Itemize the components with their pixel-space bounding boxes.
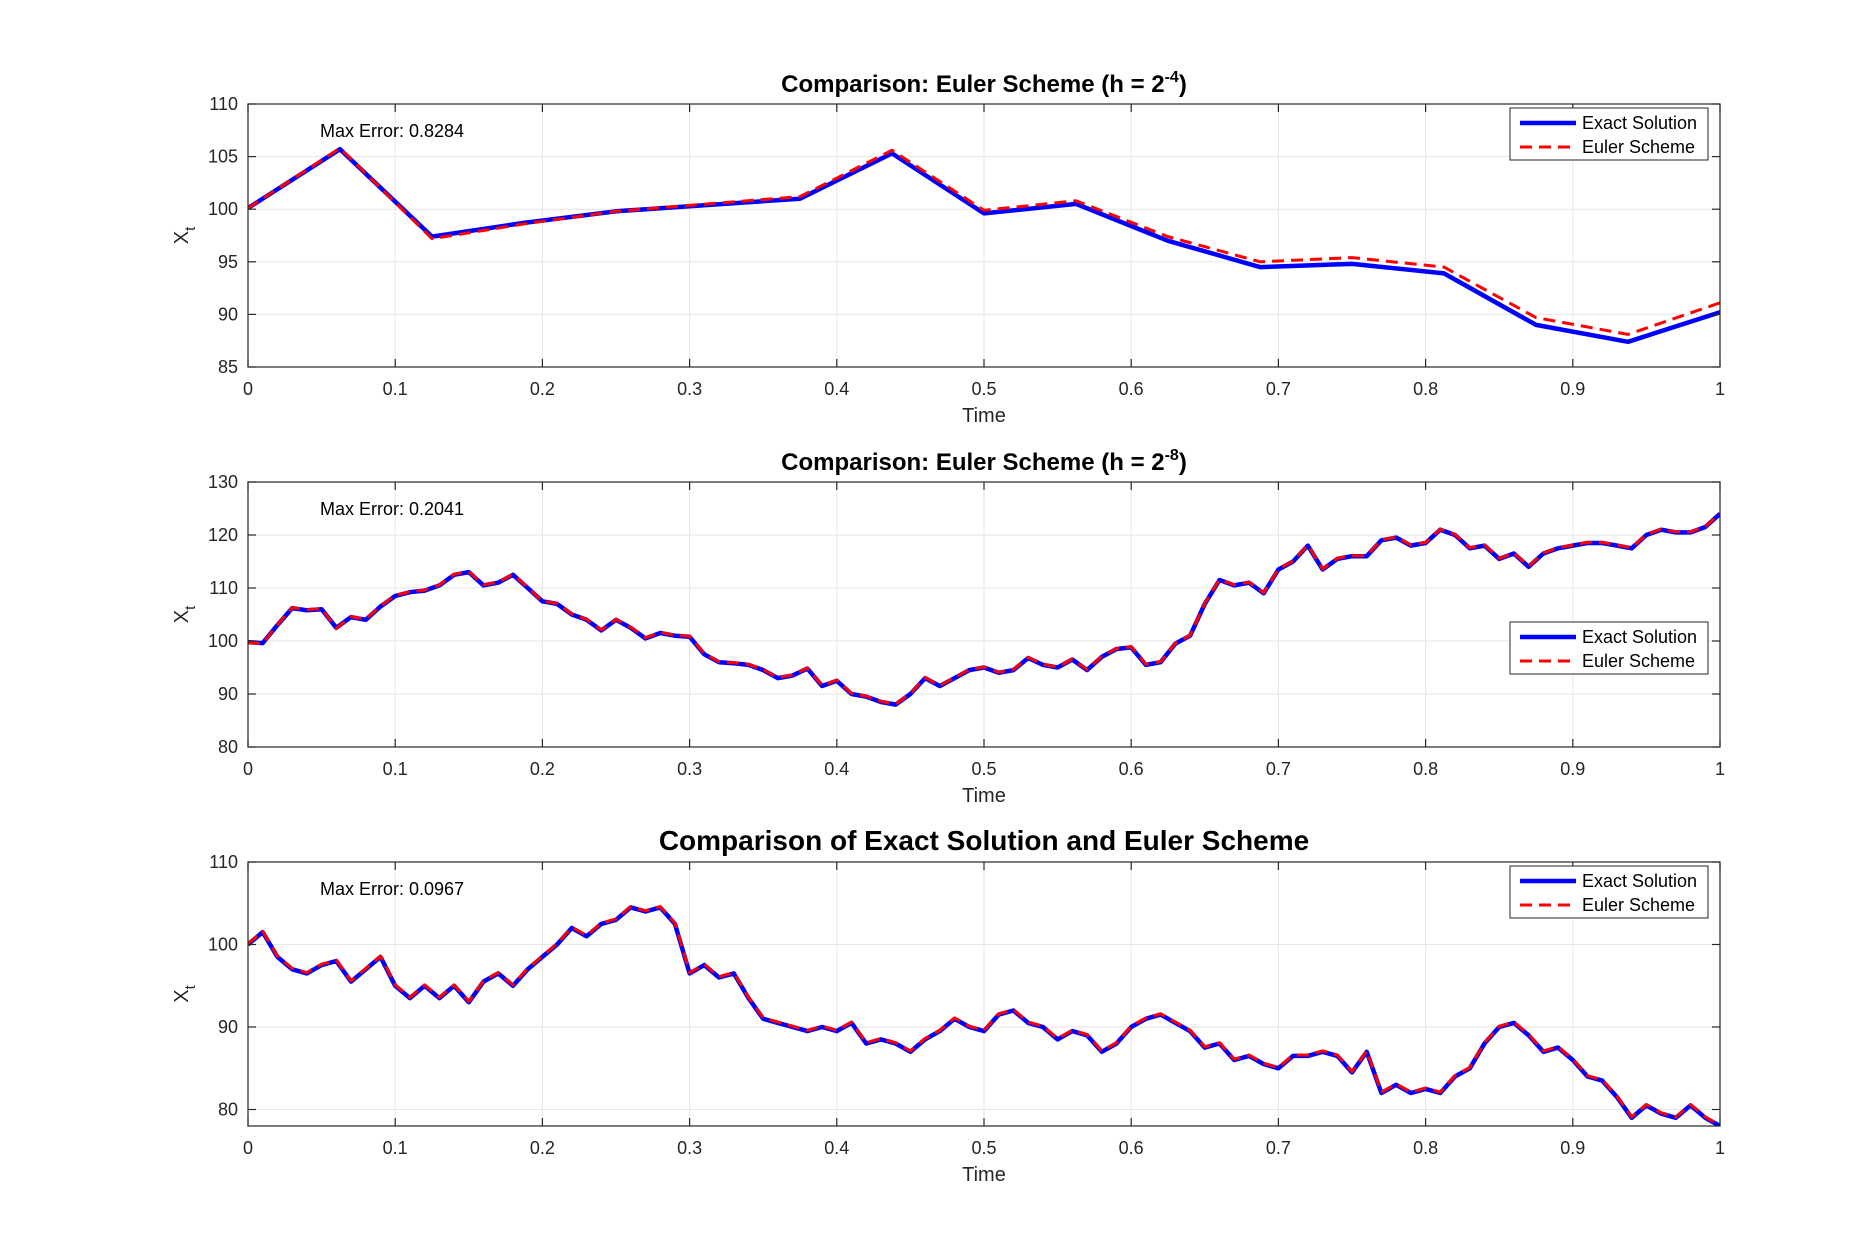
x-tick-label: 0.7	[1266, 1138, 1291, 1158]
y-tick-label: 105	[208, 147, 238, 167]
y-tick-label: 100	[208, 631, 238, 651]
y-tick-label: 90	[218, 684, 238, 704]
y-axis-label: Xt	[171, 605, 199, 623]
x-tick-label: 0.8	[1413, 1138, 1438, 1158]
legend-label: Euler Scheme	[1582, 895, 1695, 915]
x-tick-label: 0.7	[1266, 379, 1291, 399]
y-tick-label: 100	[208, 199, 238, 219]
y-tick-label: 110	[209, 578, 238, 598]
chart-title-main: Comparison: Euler Scheme (h = 2	[781, 71, 1164, 98]
legend-box	[1509, 107, 1709, 161]
chart-panel-2: 0 0.1 0.2 0.3 0.4 0.5 0.6 0.7 0.8 0.9 1 80 90 100 110 1…	[171, 447, 1725, 807]
x-tick-label: 1	[1715, 1138, 1725, 1158]
chart-title: Comparison of Exact Solution and Euler S…	[659, 825, 1309, 856]
x-tick-label: 0.4	[824, 1138, 849, 1158]
euler-scheme-line	[248, 146, 1720, 336]
max-error-annotation: Max Error: 0.2041	[320, 499, 464, 519]
exact-solution-line	[248, 146, 1720, 345]
x-tick-label: 0.3	[677, 759, 702, 779]
chart-panel-1: 0 0.1 0.2 0.3 0.4 0.5 0.6 0.7 0.8 0.9 1 85 90 95 100 10…	[171, 69, 1725, 427]
x-tick-label: 0.1	[383, 1138, 408, 1158]
y-tick-label: 85	[218, 357, 238, 377]
y-tick-label: 90	[218, 304, 238, 324]
x-tick-label: 0.2	[530, 379, 555, 399]
x-axis-label: Time	[962, 1164, 1006, 1186]
y-axis-label-main: X	[171, 231, 193, 244]
y-tick-label: 110	[209, 94, 238, 114]
y-tick-label: 120	[208, 525, 238, 545]
chart-title-main: Comparison: Euler Scheme (h = 2	[781, 449, 1164, 476]
x-tick-label: 0	[243, 1138, 253, 1158]
chart-title-tail: )	[1179, 449, 1187, 476]
legend-label: Exact Solution	[1582, 113, 1697, 133]
y-tick-label: 95	[218, 252, 238, 272]
x-tick-label: 0.8	[1413, 379, 1438, 399]
chart-title: Comparison: Euler Scheme (h = 2-8)	[781, 447, 1187, 476]
chart-title: Comparison: Euler Scheme (h = 2-4)	[781, 69, 1187, 98]
legend-box	[1509, 865, 1709, 919]
x-tick-label: 0.3	[677, 1138, 702, 1158]
y-axis-label-subscript: t	[182, 605, 199, 610]
y-axis-label: Xt	[171, 226, 199, 244]
legend-label: Exact Solution	[1582, 871, 1697, 891]
euler-scheme-line	[248, 905, 1720, 1126]
max-error-annotation: Max Error: 0.8284	[320, 121, 464, 141]
x-axis-label: Time	[962, 785, 1006, 807]
legend: Exact Solution Euler Scheme	[1509, 107, 1709, 161]
x-tick-label: 0.1	[383, 759, 408, 779]
legend-box	[1509, 621, 1709, 675]
x-tick-label: 0.4	[824, 759, 849, 779]
y-tick-label: 110	[209, 852, 238, 872]
x-tick-label: 0.2	[530, 759, 555, 779]
y-tick-label: 80	[218, 737, 238, 757]
y-axis-label-main: X	[171, 610, 193, 623]
x-tick-label: 0.5	[971, 759, 996, 779]
y-axis-label-main: X	[171, 989, 193, 1002]
legend: Exact Solution Euler Scheme	[1509, 621, 1709, 675]
x-tick-label: 0	[243, 379, 253, 399]
max-error-annotation: Max Error: 0.0967	[320, 879, 464, 899]
y-tick-label: 100	[208, 935, 238, 955]
x-tick-label: 0.2	[530, 1138, 555, 1158]
y-axis-label-subscript: t	[182, 984, 199, 989]
x-tick-label: 0.9	[1560, 1138, 1585, 1158]
legend-label: Euler Scheme	[1582, 137, 1695, 157]
legend-label: Euler Scheme	[1582, 651, 1695, 671]
x-tick-label: 1	[1715, 379, 1725, 399]
y-tick-label: 130	[208, 472, 238, 492]
x-tick-label: 0	[243, 759, 253, 779]
x-tick-label: 0.6	[1119, 759, 1144, 779]
chart-title-exponent: -8	[1165, 447, 1179, 464]
y-tick-label: 90	[218, 1017, 238, 1037]
x-tick-label: 0.8	[1413, 759, 1438, 779]
x-tick-label: 0.7	[1266, 759, 1291, 779]
x-tick-label: 0.9	[1560, 379, 1585, 399]
chart-title-tail: )	[1179, 71, 1187, 98]
euler-scheme-line	[248, 512, 1720, 706]
chart-panel-3: 0 0.1 0.2 0.3 0.4 0.5 0.6 0.7 0.8 0.9 1 80 90 100 110 T…	[171, 825, 1725, 1186]
y-axis-label: Xt	[171, 984, 199, 1002]
chart-title-exponent: -4	[1165, 69, 1179, 86]
x-tick-label: 1	[1715, 759, 1725, 779]
legend: Exact Solution Euler Scheme	[1509, 865, 1709, 919]
legend-label: Exact Solution	[1582, 627, 1697, 647]
x-tick-label: 0.9	[1560, 759, 1585, 779]
x-axis-label: Time	[962, 405, 1006, 427]
x-tick-label: 0.5	[971, 1138, 996, 1158]
x-tick-label: 0.5	[971, 379, 996, 399]
chart-title-main: Comparison of Exact Solution and Euler S…	[659, 825, 1309, 856]
x-tick-label: 0.6	[1119, 379, 1144, 399]
y-tick-label: 80	[218, 1100, 238, 1120]
x-tick-label: 0.6	[1119, 1138, 1144, 1158]
x-tick-label: 0.3	[677, 379, 702, 399]
x-tick-label: 0.1	[383, 379, 408, 399]
y-axis-label-subscript: t	[182, 226, 199, 231]
x-tick-label: 0.4	[824, 379, 849, 399]
